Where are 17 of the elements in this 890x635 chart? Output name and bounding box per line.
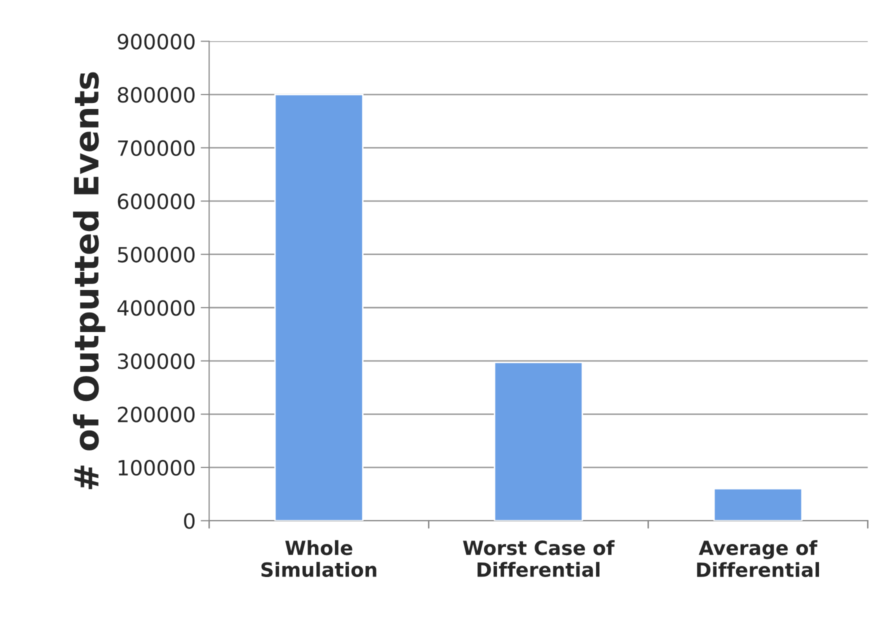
y-tick-label: 900000 [118, 34, 195, 50]
y-tick-label: 700000 [118, 140, 195, 156]
x-tick-label: Whole Simulation [261, 540, 376, 577]
bar [274, 94, 364, 521]
y-tick-label: 300000 [118, 353, 195, 370]
x-tick-label: Average of Differential [697, 540, 819, 578]
y-tick-label: 500000 [118, 246, 195, 263]
y-tick-label: 600000 [118, 194, 195, 210]
y-tick-label: 800000 [118, 86, 195, 103]
y-tick-label: 0 [184, 513, 195, 529]
y-axis-title: # of Outputted Events [73, 72, 106, 490]
y-tick-label: 400000 [117, 300, 195, 316]
x-tick-label: Worst Case of Differential [463, 540, 615, 577]
bar [494, 362, 584, 521]
bar [713, 488, 803, 521]
y-tick-label: 200000 [118, 406, 195, 422]
y-tick-label: 100000 [118, 460, 195, 476]
